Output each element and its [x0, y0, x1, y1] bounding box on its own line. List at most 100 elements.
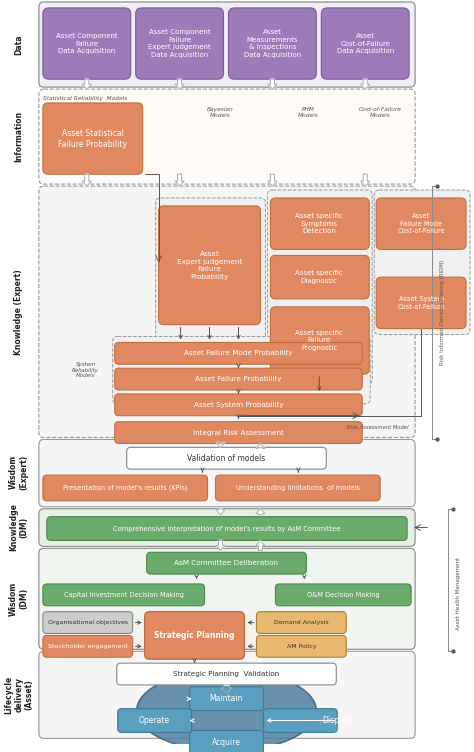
Polygon shape [82, 174, 91, 186]
Text: Operate: Operate [139, 716, 170, 725]
FancyBboxPatch shape [267, 190, 372, 384]
Text: Stockholder engagement: Stockholder engagement [48, 644, 128, 649]
Polygon shape [220, 685, 232, 693]
Text: Risk Informed Decision Making (RIDM): Risk Informed Decision Making (RIDM) [439, 260, 445, 365]
FancyBboxPatch shape [39, 439, 415, 507]
FancyBboxPatch shape [113, 336, 370, 404]
Text: Asset
Measurements
& Inspections
Data Acquisition: Asset Measurements & Inspections Data Ac… [244, 29, 301, 58]
Text: Asset Health Management: Asset Health Management [456, 557, 461, 630]
Text: Asset System Probability: Asset System Probability [194, 402, 283, 408]
FancyBboxPatch shape [270, 198, 369, 250]
Text: Maintain: Maintain [210, 694, 243, 703]
Text: Acquire: Acquire [212, 738, 241, 747]
Polygon shape [256, 444, 265, 448]
Text: PHM
Models: PHM Models [298, 107, 319, 118]
FancyBboxPatch shape [145, 611, 245, 660]
Text: Asset
Failure Mode
Cost-of-Failure: Asset Failure Mode Cost-of-Failure [397, 213, 445, 234]
Text: Asset Failure Mode Probability: Asset Failure Mode Probability [184, 350, 293, 356]
Text: Demand Analysis: Demand Analysis [274, 620, 328, 625]
FancyBboxPatch shape [270, 256, 369, 299]
FancyBboxPatch shape [115, 422, 362, 444]
FancyBboxPatch shape [115, 342, 362, 364]
FancyBboxPatch shape [374, 190, 470, 335]
Text: Wisdom
(Expert): Wisdom (Expert) [9, 454, 28, 490]
FancyBboxPatch shape [264, 708, 337, 732]
FancyBboxPatch shape [39, 2, 415, 87]
FancyBboxPatch shape [39, 89, 415, 184]
FancyBboxPatch shape [190, 687, 264, 711]
FancyBboxPatch shape [275, 584, 411, 605]
Text: AM Policy: AM Policy [287, 644, 316, 649]
FancyBboxPatch shape [43, 8, 131, 79]
FancyBboxPatch shape [376, 277, 466, 329]
FancyBboxPatch shape [376, 198, 466, 250]
Text: Knowledge
(DM): Knowledge (DM) [9, 504, 28, 551]
FancyBboxPatch shape [155, 198, 265, 344]
FancyBboxPatch shape [127, 447, 326, 469]
FancyBboxPatch shape [216, 475, 380, 501]
FancyBboxPatch shape [43, 475, 208, 501]
FancyBboxPatch shape [321, 8, 409, 79]
Polygon shape [216, 509, 225, 514]
FancyBboxPatch shape [39, 186, 415, 438]
Polygon shape [268, 174, 277, 186]
Text: O&M Decision Making: O&M Decision Making [307, 592, 380, 598]
FancyBboxPatch shape [43, 584, 205, 605]
Text: Validation of models: Validation of models [187, 453, 265, 462]
Polygon shape [175, 79, 184, 89]
FancyBboxPatch shape [43, 103, 143, 174]
Text: Integral Risk Assessment: Integral Risk Assessment [193, 429, 284, 435]
Text: Asset specific
Symptoms
Detection: Asset specific Symptoms Detection [295, 213, 343, 234]
Polygon shape [361, 79, 370, 89]
Text: Asset Component
Failure
Data Acquisition: Asset Component Failure Data Acquisition [56, 33, 118, 54]
Text: Asset specific
Diagnostic: Asset specific Diagnostic [295, 271, 343, 284]
FancyBboxPatch shape [39, 509, 415, 547]
FancyBboxPatch shape [190, 730, 264, 752]
Text: Asset System
Cost-of-Failure: Asset System Cost-of-Failure [397, 296, 445, 310]
FancyBboxPatch shape [256, 635, 346, 657]
FancyBboxPatch shape [39, 651, 415, 738]
Text: Information: Information [14, 111, 23, 162]
Text: Asset Component
Failure
Expert judgement
Data Acquisition: Asset Component Failure Expert judgement… [148, 29, 211, 58]
Polygon shape [82, 79, 91, 89]
Text: Data: Data [14, 35, 23, 55]
FancyBboxPatch shape [270, 307, 369, 374]
Text: Presentation of model's results (KPIs): Presentation of model's results (KPIs) [63, 485, 188, 491]
Ellipse shape [137, 670, 316, 751]
Text: Asset specific
Failure
Prognostic: Asset specific Failure Prognostic [295, 330, 343, 351]
Text: Understanding limitations  of models: Understanding limitations of models [236, 485, 360, 491]
Polygon shape [175, 174, 184, 186]
Text: Asset Failure Probability: Asset Failure Probability [195, 376, 282, 382]
Polygon shape [216, 442, 225, 447]
Polygon shape [268, 79, 277, 89]
Polygon shape [216, 541, 225, 550]
Text: Lifecycle
delivery
(Asset): Lifecycle delivery (Asset) [4, 676, 34, 714]
FancyBboxPatch shape [115, 394, 362, 416]
FancyBboxPatch shape [256, 611, 346, 633]
Text: Bayesian
Models: Bayesian Models [207, 107, 234, 118]
FancyBboxPatch shape [115, 368, 362, 390]
FancyBboxPatch shape [39, 548, 415, 649]
Text: AsM Committee Deliberation: AsM Committee Deliberation [174, 560, 279, 566]
Text: Strategic Planning: Strategic Planning [155, 631, 235, 640]
Text: System
Reliability
Models: System Reliability Models [72, 362, 99, 378]
FancyBboxPatch shape [47, 517, 407, 541]
Text: Strategic Planning  Validation: Strategic Planning Validation [173, 671, 280, 677]
FancyBboxPatch shape [146, 552, 306, 574]
FancyBboxPatch shape [159, 206, 260, 325]
FancyBboxPatch shape [117, 663, 336, 685]
FancyBboxPatch shape [43, 611, 133, 633]
FancyBboxPatch shape [136, 8, 224, 79]
FancyBboxPatch shape [118, 708, 191, 732]
Polygon shape [256, 509, 265, 514]
Text: Dispose: Dispose [322, 716, 352, 725]
FancyBboxPatch shape [43, 635, 133, 657]
Text: Cost-of-Failure
Models: Cost-of-Failure Models [359, 107, 401, 118]
Text: Risk Assessment Model: Risk Assessment Model [346, 425, 408, 430]
Text: Asset
Expert judgement
Failure
Probability: Asset Expert judgement Failure Probabili… [177, 251, 242, 280]
Text: Asset
Cost-of-Failure
Data Acquisition: Asset Cost-of-Failure Data Acquisition [337, 33, 394, 54]
Text: Knowledge (Expert): Knowledge (Expert) [14, 269, 23, 355]
Text: Comprehensive interpretation of model's results by AsM Committee: Comprehensive interpretation of model's … [113, 526, 341, 532]
Text: Capital Investment Decision Making: Capital Investment Decision Making [64, 592, 184, 598]
FancyBboxPatch shape [228, 8, 316, 79]
